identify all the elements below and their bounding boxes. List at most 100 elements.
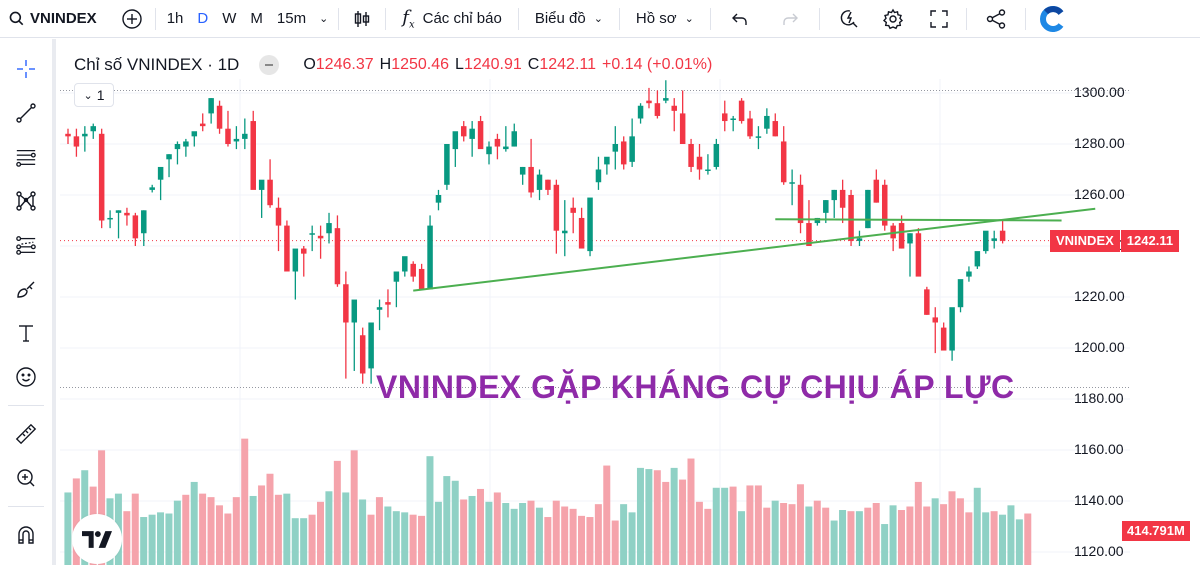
timeframe-w[interactable]: W	[222, 10, 237, 27]
collapse-indicators-button[interactable]: ⌄ 1	[74, 83, 114, 107]
low-value: 1240.91	[463, 56, 522, 73]
pattern-tool[interactable]	[0, 179, 52, 223]
price-tick: 1280.00	[1074, 135, 1125, 151]
price-tick: 1140.00	[1074, 492, 1124, 508]
drawing-toolbar	[0, 39, 56, 565]
brush-icon	[17, 281, 35, 298]
open-value: 1246.37	[315, 56, 374, 73]
fullscreen-icon	[930, 9, 948, 28]
change-value: +0.14 (+0.01%)	[602, 56, 713, 73]
plus-circle-icon	[121, 8, 142, 29]
divider	[517, 7, 519, 30]
divider	[965, 7, 967, 30]
symbol-name: VNINDEX	[30, 10, 97, 27]
magnet-tool[interactable]	[0, 513, 52, 557]
profile-label: Hồ sơ	[635, 10, 677, 27]
gear-icon	[882, 8, 903, 29]
chart-title: Chỉ số VNINDEX · 1D	[74, 55, 240, 74]
emoji-tool[interactable]	[0, 355, 52, 399]
chevron-down-icon: ⌄	[593, 13, 603, 25]
redo-button[interactable]	[765, 0, 815, 38]
divider	[618, 7, 620, 30]
measure-tool[interactable]	[0, 412, 52, 456]
divider	[1024, 7, 1026, 30]
price-tick: 1200.00	[1074, 339, 1125, 355]
tradingview-logo[interactable]	[72, 514, 122, 564]
chart-type-label: Biểu đồ	[534, 10, 586, 27]
price-tick: 1260.00	[1074, 186, 1125, 202]
fx-icon: fx	[402, 6, 415, 31]
divider	[8, 405, 44, 406]
divider	[818, 7, 820, 30]
open-key: O	[303, 56, 316, 73]
text-icon	[19, 325, 33, 342]
redo-icon	[783, 13, 798, 25]
trendline-tool[interactable]	[0, 91, 52, 135]
candlestick-icon	[355, 10, 370, 27]
chart-type-menu[interactable]: Biểu đồ ⌄	[523, 0, 615, 38]
high-value: 1250.46	[391, 56, 450, 73]
candle-style-button[interactable]	[343, 0, 381, 38]
search-icon	[9, 11, 24, 25]
divider	[8, 506, 44, 507]
symbol-search[interactable]: VNINDEX	[0, 0, 105, 38]
divider	[709, 7, 711, 30]
price-tick: 1120.00	[1074, 543, 1124, 559]
smiley-icon	[16, 367, 36, 387]
forecast-icon	[16, 236, 36, 255]
crosshair-tool[interactable]	[0, 47, 52, 91]
close-key: C	[527, 56, 540, 73]
pattern-icon	[16, 191, 36, 211]
settings-button[interactable]	[870, 0, 916, 38]
horizontal-lines-icon	[16, 149, 36, 167]
trendline-icon	[16, 103, 36, 123]
candlestick-chart[interactable]	[60, 39, 1200, 565]
chart-annotation-text[interactable]: VNINDEX GẶP KHÁNG CỰ CHỊU ÁP LỰC	[376, 369, 1015, 405]
undo-button[interactable]	[715, 0, 765, 38]
timeframe-1h[interactable]: 1h	[166, 10, 184, 27]
fullscreen-button[interactable]	[916, 0, 962, 38]
price-tick: 1220.00	[1074, 288, 1125, 304]
timeframe-m[interactable]: M	[250, 10, 263, 27]
last-price-label: VNINDEX 1242.11	[1050, 230, 1180, 252]
top-toolbar: VNINDEX 1h D W M 15m ⌄ fx Các chỉ báo Bi…	[0, 0, 1200, 38]
divider	[154, 7, 156, 30]
volume-value-label: 414.791M	[1122, 521, 1190, 541]
legend-toggle[interactable]	[259, 55, 280, 75]
magnet-icon	[18, 526, 34, 544]
forecast-tool[interactable]	[0, 223, 52, 267]
crosshair-icon	[17, 60, 35, 78]
brand-c-icon	[1039, 5, 1064, 32]
brush-tool[interactable]	[0, 267, 52, 311]
tradingview-icon	[82, 530, 112, 548]
high-key: H	[379, 56, 392, 73]
share-icon	[986, 8, 1006, 29]
price-tick: 1180.00	[1074, 390, 1124, 406]
price-label-value: 1242.11	[1120, 230, 1180, 252]
divider	[338, 7, 340, 30]
low-key: L	[455, 56, 464, 73]
profile-menu[interactable]: Hồ sơ ⌄	[624, 0, 706, 38]
chevron-down-icon: ⌄	[83, 89, 93, 102]
fib-tool[interactable]	[0, 135, 52, 179]
price-tick: 1160.00	[1074, 441, 1124, 457]
price-label-symbol: VNINDEX	[1050, 230, 1120, 252]
zoom-in-tool[interactable]	[0, 456, 52, 500]
lightning-search-icon	[840, 9, 858, 27]
indicators-label: Các chỉ báo	[422, 10, 502, 27]
timeframe-dropdown[interactable]: ⌄	[313, 0, 334, 38]
timeframe-15m[interactable]: 15m	[276, 10, 307, 27]
quick-search-button[interactable]	[824, 0, 870, 38]
share-button[interactable]	[971, 0, 1021, 38]
chevron-down-icon: ⌄	[319, 13, 329, 25]
chevron-down-icon: ⌄	[684, 13, 694, 25]
indicators-button[interactable]: fx Các chỉ báo	[390, 0, 514, 38]
zoom-in-icon	[17, 469, 35, 487]
indicator-count: 1	[96, 87, 105, 103]
timeframe-d[interactable]: D	[197, 10, 209, 27]
brand-logo[interactable]	[1030, 0, 1076, 38]
text-tool[interactable]	[0, 311, 52, 355]
compare-symbol-button[interactable]	[113, 0, 151, 38]
